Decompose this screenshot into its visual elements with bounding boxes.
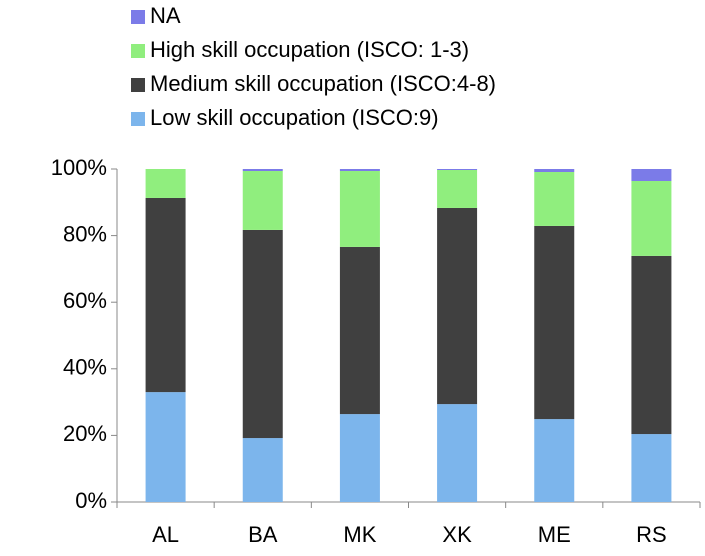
x-tick-label: ME bbox=[538, 522, 571, 547]
legend-swatch bbox=[131, 10, 145, 24]
bar-segment bbox=[631, 169, 672, 181]
legend-swatch bbox=[131, 112, 145, 126]
bar-segment bbox=[145, 392, 186, 502]
y-tick-label: 0% bbox=[75, 488, 107, 513]
y-tick-label: 60% bbox=[63, 288, 107, 313]
bar-segment bbox=[242, 170, 283, 230]
bar-segment bbox=[534, 169, 575, 172]
x-tick-label: MK bbox=[343, 522, 376, 547]
x-tick-label: BA bbox=[248, 522, 278, 547]
y-tick-label: 80% bbox=[63, 221, 107, 246]
bar-segment bbox=[242, 438, 283, 502]
bar-segment bbox=[339, 246, 380, 415]
bar-segment bbox=[339, 414, 380, 502]
x-tick-label: RS bbox=[636, 522, 667, 547]
bar-segment bbox=[437, 169, 478, 208]
legend-swatch bbox=[131, 44, 145, 58]
y-tick-label: 40% bbox=[63, 355, 107, 380]
y-tick-label: 20% bbox=[63, 421, 107, 446]
bar-segment bbox=[437, 404, 478, 502]
bar-segment bbox=[534, 225, 575, 420]
legend-label: Medium skill occupation (ISCO:4-8) bbox=[150, 71, 496, 96]
legend-swatch bbox=[131, 78, 145, 92]
bar-segment bbox=[145, 169, 186, 198]
bar-segment bbox=[242, 169, 283, 171]
legend-label: High skill occupation (ISCO: 1-3) bbox=[150, 37, 469, 62]
bar-segment bbox=[534, 419, 575, 502]
legend-label: NA bbox=[150, 3, 181, 28]
y-tick-label: 100% bbox=[51, 155, 107, 180]
bar-segment bbox=[339, 169, 380, 171]
x-tick-label: AL bbox=[152, 522, 179, 547]
bar-segment bbox=[631, 180, 672, 256]
legend-label: Low skill occupation (ISCO:9) bbox=[150, 105, 439, 130]
bar-segment bbox=[631, 434, 672, 502]
bar-segment bbox=[631, 255, 672, 435]
bar-segment bbox=[339, 170, 380, 247]
bar-segment bbox=[437, 207, 478, 405]
bar-segment bbox=[242, 229, 283, 439]
x-tick-label: XK bbox=[442, 522, 472, 547]
bar-segment bbox=[437, 169, 478, 170]
bar-segment bbox=[534, 171, 575, 226]
bar-segment bbox=[145, 197, 186, 393]
